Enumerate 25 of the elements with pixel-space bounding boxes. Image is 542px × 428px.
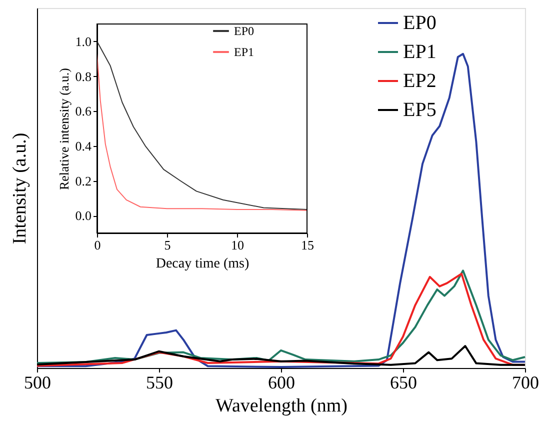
y-tick-label: 1.0 (75, 34, 92, 49)
y-axis-title: Relative intensity (a.u.) (56, 68, 72, 190)
x-axis-title: Decay time (ms) (156, 256, 250, 272)
legend-label: EP1 (403, 41, 436, 63)
x-tick-label: 500 (24, 372, 51, 392)
legend-label: EP5 (403, 99, 436, 121)
legend-label: EP1 (234, 45, 254, 59)
x-tick-label: 15 (301, 238, 314, 252)
y-axis-title: Intensity (a.u.) (10, 132, 30, 244)
y-tick-label: 0.2 (75, 173, 92, 188)
x-tick-label: 0 (94, 238, 101, 252)
legend-label: EP0 (403, 12, 436, 34)
x-tick-label: 700 (512, 372, 539, 392)
x-tick-label: 600 (268, 372, 295, 392)
y-tick-label: 0.6 (75, 104, 92, 119)
legend-label: EP2 (403, 70, 436, 92)
y-tick-label: 0.8 (75, 68, 92, 84)
x-axis-title: Wavelength (nm) (216, 396, 348, 416)
x-tick-label: 5 (164, 238, 171, 252)
x-tick-label: 650 (390, 372, 417, 392)
legend-label: EP0 (234, 24, 254, 38)
x-tick-label: 10 (231, 238, 244, 252)
y-tick-label: 0.0 (75, 208, 92, 224)
x-tick-label: 550 (146, 372, 173, 392)
y-tick-label: 0.4 (75, 138, 92, 154)
